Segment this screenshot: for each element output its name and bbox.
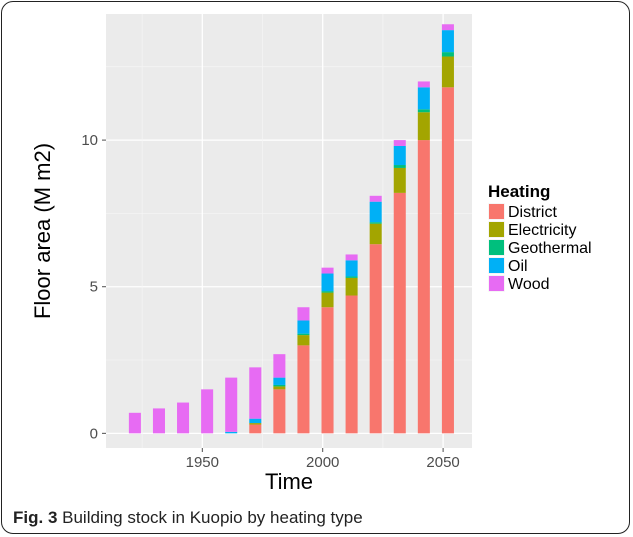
legend-label-wood: Wood <box>508 276 550 293</box>
bar-segment-electricity <box>369 223 382 245</box>
bar-segment-wood <box>249 367 262 419</box>
bar-segment-electricity <box>297 335 310 346</box>
y-tick-label: 10 <box>81 132 98 149</box>
bar-segment-electricity <box>441 56 454 88</box>
bar-segment-district <box>417 140 430 434</box>
bar-segment-district <box>273 389 286 434</box>
bar-segment-wood <box>152 408 165 434</box>
bar-segment-district <box>369 244 382 434</box>
legend-swatch-geothermal <box>489 240 504 255</box>
bar-segment-oil <box>321 273 334 292</box>
x-axis-title: Time <box>265 469 313 494</box>
bar-segment-geothermal <box>321 291 334 293</box>
bar-segment-geothermal <box>297 333 310 336</box>
bar-segment-oil <box>441 30 454 53</box>
bar-segment-wood <box>441 24 454 31</box>
bar-segment-oil <box>345 260 358 277</box>
bar-segment-district <box>321 307 334 434</box>
bar-segment-oil <box>249 418 262 424</box>
bar-segment-wood <box>177 402 190 434</box>
bar-segment-wood <box>321 267 334 274</box>
bars <box>128 24 454 434</box>
caption-label: Fig. 3 <box>13 508 58 527</box>
bar-segment-wood <box>297 307 310 321</box>
bar-segment-district <box>249 424 262 434</box>
bar-segment-wood <box>201 389 214 434</box>
bar-segment-electricity <box>345 277 358 296</box>
legend-title: Heating <box>488 182 550 201</box>
bar-segment-district <box>345 295 358 434</box>
bar-segment-oil <box>417 87 430 110</box>
legend-swatch-oil <box>489 258 504 273</box>
bar-segment-geothermal <box>369 222 382 224</box>
bar-segment-wood <box>273 354 286 378</box>
bar-segment-geothermal <box>345 276 358 278</box>
bar-segment-district <box>441 87 454 434</box>
x-tick-label: 2000 <box>306 454 339 471</box>
legend-label-district: District <box>508 204 557 221</box>
legend-swatch-wood <box>489 276 504 291</box>
y-tick-label: 0 <box>90 425 98 442</box>
bar-segment-wood <box>393 140 406 146</box>
y-tick-label: 5 <box>90 279 98 296</box>
bar-segment-oil <box>225 431 238 434</box>
bar-segment-electricity <box>393 167 406 193</box>
legend: Heating DistrictElectricityGeothermalOil… <box>487 182 592 293</box>
bar-segment-oil <box>273 377 286 385</box>
bar-segment-geothermal <box>393 165 406 168</box>
bar-segment-wood <box>128 412 141 434</box>
bar-segment-wood <box>417 81 430 88</box>
y-axis-ticks: 0 5 10 <box>81 132 106 442</box>
caption-text: Building stock in Kuopio by heating type <box>57 508 363 527</box>
bar-segment-electricity <box>321 292 334 308</box>
y-axis-title: Floor area (M m2) <box>30 143 55 319</box>
bar-segment-oil <box>393 145 406 166</box>
bar-segment-electricity <box>273 386 286 390</box>
bar-segment-electricity <box>249 423 262 425</box>
x-axis-ticks: 1950 2000 2050 <box>186 448 460 471</box>
bar-segment-geothermal <box>417 109 430 113</box>
bar-segment-oil <box>297 320 310 334</box>
legend-swatch-electricity <box>489 222 504 237</box>
x-tick-label: 1950 <box>186 454 219 471</box>
plot-panel <box>106 14 472 448</box>
bar-segment-district <box>297 345 310 434</box>
legend-label-electricity: Electricity <box>508 222 576 239</box>
figure-caption: Fig. 3 Building stock in Kuopio by heati… <box>13 508 363 528</box>
bar-segment-geothermal <box>273 384 286 387</box>
bar-segment-wood <box>345 254 358 261</box>
bar-segment-district <box>393 192 406 434</box>
legend-label-geothermal: Geothermal <box>508 240 592 257</box>
x-tick-label: 2050 <box>426 454 459 471</box>
legend-label-oil: Oil <box>508 258 528 275</box>
bar-segment-wood <box>369 195 382 202</box>
bar-segment-wood <box>225 377 238 432</box>
bar-segment-electricity <box>417 112 430 141</box>
bar-segment-oil <box>369 201 382 223</box>
legend-swatch-district <box>489 204 504 219</box>
bar-segment-geothermal <box>441 52 454 57</box>
